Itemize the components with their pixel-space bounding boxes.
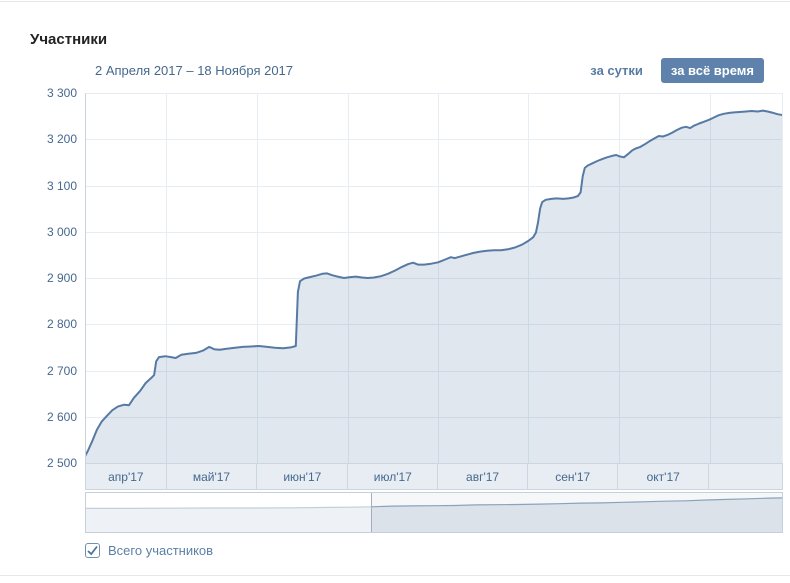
y-tick-label: 2 900: [46, 271, 77, 285]
y-tick-label: 2 500: [46, 456, 77, 470]
all-time-button[interactable]: за всё время: [660, 58, 764, 83]
month-cell-сен-17: сен'17: [528, 464, 619, 489]
y-tick-label: 3 100: [46, 178, 77, 193]
members-area-chart[interactable]: [85, 93, 783, 463]
month-cell-июл-17: июл'17: [348, 464, 439, 489]
top-divider: [0, 1, 790, 2]
chart-navigator[interactable]: [85, 492, 783, 533]
legend-checkbox[interactable]: [85, 543, 100, 558]
month-cell-empty: [709, 464, 782, 489]
date-range-label: 2 Апреля 2017 – 18 Ноября 2017: [95, 63, 294, 78]
legend-label: Всего участников: [108, 543, 214, 558]
page-title: Участники: [30, 31, 108, 48]
y-tick-label: 3 300: [46, 86, 77, 100]
month-cell-май-17: май'17: [167, 464, 258, 489]
bottom-divider: [0, 575, 790, 576]
y-tick-label: 3 200: [46, 132, 77, 147]
month-cell-апр-17: апр'17: [86, 464, 167, 489]
per-day-button[interactable]: за сутки: [590, 63, 643, 78]
month-cell-авг-17: авг'17: [438, 464, 528, 489]
y-tick-label: 3 000: [46, 224, 77, 239]
month-cell-июн-17: июн'17: [257, 464, 349, 489]
y-tick-label: 2 700: [46, 363, 77, 378]
month-cell-окт-17: окт'17: [618, 464, 709, 489]
x-axis-month-band: апр'17 май'17 июн'17 июл'17 авг'17 сен'17 окт'…: [85, 463, 783, 490]
period-controls: за сутки за всё время: [588, 58, 764, 83]
y-tick-label: 2 800: [46, 317, 77, 332]
checkmark-icon: [87, 545, 98, 556]
legend-row[interactable]: Всего участников: [85, 543, 213, 558]
y-tick-label: 2 600: [46, 409, 77, 424]
